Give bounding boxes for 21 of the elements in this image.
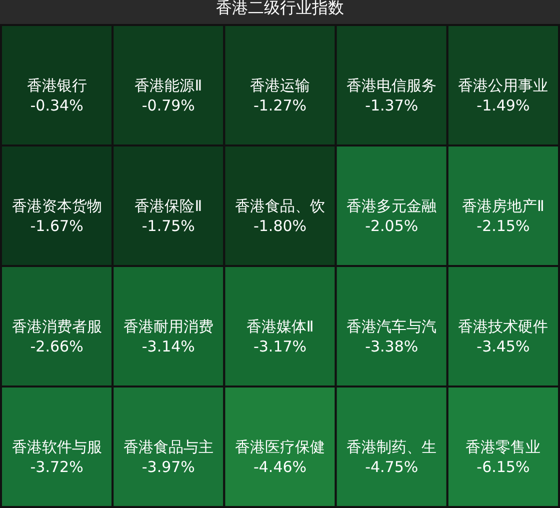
data-label: 香港耐用消费 -3.14%: [123, 317, 214, 356]
data-label: 香港能源Ⅱ -0.79%: [134, 76, 202, 114]
data-label: 香港保险Ⅱ -1.75%: [134, 196, 202, 235]
data-label: 香港电信服务 -1.37%: [346, 76, 437, 114]
data-label: 香港食品与主 -3.97%: [123, 438, 214, 476]
data-label: 香港多元金融 -2.05%: [346, 196, 437, 235]
data-label: 香港公用事业 -1.49%: [458, 76, 548, 114]
data-label: 香港技术硬件 -3.45%: [458, 317, 548, 356]
data-label: 香港软件与服 -3.72%: [12, 438, 102, 476]
chart-title: 香港二级行业指数: [216, 0, 344, 17]
data-label: 香港汽车与汽 -3.38%: [346, 317, 437, 356]
data-label: 香港消费者服 -2.66%: [12, 317, 102, 356]
data-label: 香港制药、生 -4.75%: [346, 438, 437, 476]
data-label: 香港资本货物 -1.67%: [12, 196, 102, 235]
data-label: 香港房地产Ⅱ -2.15%: [462, 196, 544, 235]
data-label: 香港银行 -0.34%: [26, 76, 87, 114]
data-label: 香港运输 -1.27%: [250, 76, 310, 114]
data-label: 香港零售业 -6.15%: [466, 438, 541, 476]
data-label: 香港食品、饮 -1.80%: [235, 196, 325, 235]
data-label: 香港媒体Ⅱ -3.17%: [246, 317, 314, 356]
data-label: 香港医疗保健 -4.46%: [235, 438, 325, 476]
